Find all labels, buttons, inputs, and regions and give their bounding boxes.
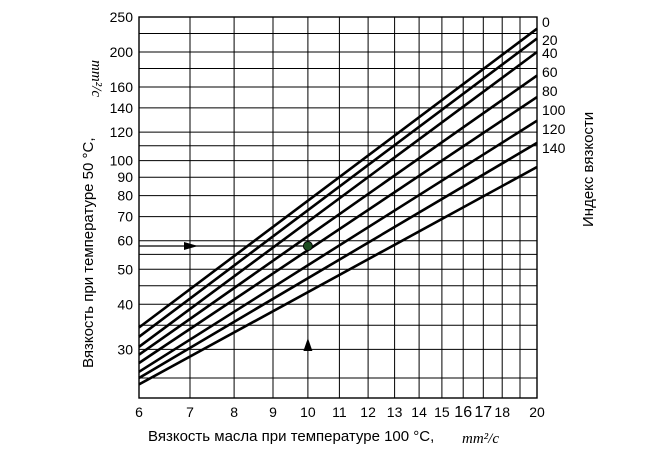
series-line-20 — [138, 37, 538, 338]
grid — [138, 17, 538, 398]
y-tick-label: 70 — [117, 209, 133, 225]
series-label-100: 100 — [542, 102, 566, 118]
x-tick-label: 18 — [494, 404, 510, 420]
series-label-60: 60 — [542, 64, 558, 80]
y-axis-title: Вязкость при температуре 50 °С, — [80, 137, 97, 368]
series-label-0: 0 — [542, 14, 550, 30]
series-line-80 — [138, 96, 538, 365]
series-label-40: 40 — [542, 45, 558, 61]
y-tick-label: 120 — [110, 124, 134, 140]
series-label-80: 80 — [542, 83, 558, 99]
x-tick-label: 20 — [529, 404, 545, 420]
y-tick-label: 80 — [117, 188, 133, 204]
x-tick-label: 11 — [332, 404, 347, 420]
x-tick-label: 12 — [360, 404, 376, 420]
series-line-40 — [138, 50, 538, 348]
x-axis-unit: mm²/c — [462, 431, 499, 447]
series-line-0 — [138, 27, 538, 329]
x-tick-label: 7 — [186, 404, 194, 420]
series-line-60 — [138, 74, 538, 356]
y-tick-label: 100 — [110, 153, 134, 169]
right-axis-title: Индекс вязкости — [580, 112, 597, 227]
y-tick-label: 250 — [110, 9, 134, 25]
series-line-140 — [138, 165, 538, 386]
x-tick-label: 17 — [474, 404, 492, 421]
x-tick-labels: 6 7 8 9 10 11 12 13 14 15 16 17 18 20 — [135, 404, 545, 421]
y-tick-label: 50 — [117, 261, 133, 277]
x-tick-label: 15 — [434, 404, 450, 420]
reading-point — [302, 241, 313, 251]
y-axis-unit: mm²/c — [88, 60, 104, 97]
series-label-20: 20 — [542, 32, 558, 48]
series-line-120 — [138, 141, 538, 380]
series-lines — [138, 27, 538, 386]
y-tick-label: 60 — [117, 233, 133, 249]
x-tick-label: 13 — [387, 404, 403, 420]
y-tick-label: 40 — [117, 296, 133, 312]
x-tick-label: 8 — [230, 404, 238, 420]
y-tick-label: 90 — [117, 169, 133, 185]
x-tick-label: 14 — [411, 404, 427, 420]
y-tick-label: 140 — [110, 100, 134, 116]
x-axis-title: Вязкость масла при температуре 100 °С, — [148, 428, 434, 445]
reading-marker — [139, 241, 313, 351]
series-label-120: 120 — [542, 121, 566, 137]
right-arrow-icon — [184, 242, 198, 250]
x-tick-label: 6 — [135, 404, 143, 420]
series-line-100 — [138, 119, 538, 373]
y-tick-label: 200 — [110, 44, 134, 60]
x-tick-label: 9 — [269, 404, 277, 420]
x-tick-label: 10 — [300, 404, 316, 420]
y-tick-label: 30 — [117, 341, 133, 357]
x-tick-label: 16 — [454, 404, 472, 421]
up-arrow-icon — [303, 338, 313, 351]
plot-frame — [138, 16, 538, 399]
series-label-140: 140 — [542, 140, 566, 156]
y-tick-label: 160 — [110, 79, 134, 95]
